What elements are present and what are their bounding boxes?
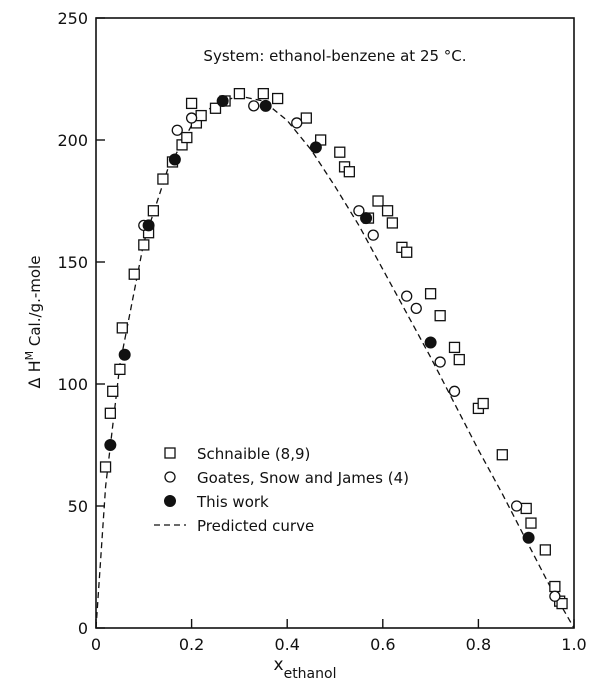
- y-axis-label-suffix: Cal./g.-mole: [26, 256, 44, 351]
- y-tick-label: 100: [57, 375, 88, 394]
- x-axis-label: xethanol: [274, 655, 337, 682]
- schnaible-point: [138, 239, 150, 251]
- goates-point: [185, 112, 198, 124]
- schnaible-point: [271, 92, 284, 105]
- this-work-point: [309, 141, 322, 154]
- schnaible-point: [477, 397, 489, 410]
- schnaible-point: [343, 166, 355, 178]
- schnaible-point: [257, 87, 269, 100]
- schnaible-point: [556, 597, 568, 610]
- schnaible-point: [233, 87, 246, 100]
- schnaible-point: [334, 146, 346, 158]
- x-tick-label: 0.2: [179, 635, 204, 654]
- y-tick-label: 150: [57, 253, 88, 272]
- schnaible-point: [424, 288, 437, 300]
- schnaible-point: [401, 246, 413, 258]
- legend-label: This work: [196, 493, 269, 511]
- x-tick-label: 0.4: [274, 635, 299, 654]
- goates-point: [248, 100, 260, 112]
- schnaible-point: [114, 363, 126, 376]
- schnaible-point: [300, 112, 312, 124]
- legend-label: Predicted curve: [197, 517, 314, 535]
- this-work-point: [118, 348, 131, 361]
- legend-marker-schnaible: [164, 447, 176, 459]
- goates-point: [291, 117, 303, 129]
- x-tick-label: 0: [91, 635, 101, 654]
- schnaible-point: [104, 407, 116, 419]
- y-axis-label: Δ HM Cal./g.-mole: [23, 256, 44, 389]
- y-tick-label: 0: [78, 619, 88, 638]
- schnaible-point: [209, 102, 222, 114]
- goates-point: [353, 205, 365, 217]
- plot-frame: [95, 17, 575, 629]
- goates-point: [401, 290, 413, 302]
- schnaible-point: [381, 205, 394, 217]
- x-axis-label-main: x: [274, 655, 284, 675]
- schnaible-point: [496, 449, 508, 461]
- predicted-curve-line: [95, 95, 575, 629]
- this-work-point: [216, 94, 229, 107]
- goates-point: [510, 500, 523, 512]
- schnaible-point: [116, 322, 128, 334]
- goates-point: [549, 590, 561, 602]
- schnaible-point: [128, 268, 140, 280]
- predicted-curve-layer: [95, 95, 575, 629]
- schnaible-point: [386, 217, 399, 229]
- schnaible-point: [147, 205, 160, 217]
- legend-marker-goates: [164, 471, 176, 483]
- this-work-point: [259, 99, 272, 112]
- schnaible-point: [181, 131, 193, 144]
- y-tick-label: 50: [68, 497, 88, 516]
- legend-label: Schnaible (8,9): [197, 445, 310, 463]
- x-tick-label: 0.8: [466, 635, 491, 654]
- schnaible-point: [372, 195, 384, 207]
- y-tick-label: 200: [57, 131, 88, 150]
- goates-point: [434, 356, 446, 368]
- schnaible-point: [539, 544, 551, 556]
- schnaible-point: [453, 353, 465, 366]
- legend-label: Goates, Snow and James (4): [197, 469, 409, 487]
- goates-point: [448, 385, 461, 397]
- legend: Schnaible (8,9) Goates, Snow and James (4…: [154, 445, 409, 535]
- this-work-point: [104, 439, 117, 451]
- y-axis-label-sup: M: [23, 351, 36, 361]
- schnaible-point: [107, 385, 119, 397]
- legend-marker-this-work: [164, 495, 176, 507]
- this-work-point: [168, 153, 181, 166]
- y-tick-label: 250: [57, 9, 88, 28]
- goates-point: [410, 302, 422, 315]
- schnaible-point: [157, 173, 169, 185]
- schnaible-point: [434, 310, 446, 322]
- schnaible-point: [99, 461, 112, 473]
- schnaible-point: [525, 517, 537, 529]
- this-work-point: [360, 212, 373, 225]
- goates-point: [367, 229, 379, 241]
- this-work-point: [142, 219, 155, 232]
- schnaible-point: [520, 502, 532, 515]
- schnaible-point: [549, 580, 561, 593]
- schnaible-point: [195, 109, 207, 122]
- x-tick-label: 1.0: [561, 635, 586, 654]
- data-points-layer: [99, 87, 568, 610]
- x-axis-label-sub: ethanol: [284, 666, 337, 682]
- y-axis-label-prefix: Δ H: [25, 360, 44, 388]
- goates-point: [171, 124, 183, 136]
- axis-ticks: 0 0.2 0.4 0.6 0.8 1.0 0 50 100 150 200 250: [57, 9, 586, 654]
- schnaible-point: [185, 97, 198, 110]
- chart-title: System: ethanol-benzene at 25 °C.: [203, 47, 466, 65]
- this-work-point: [424, 336, 437, 349]
- schnaible-point: [448, 341, 461, 354]
- x-tick-label: 0.6: [370, 635, 395, 654]
- this-work-point: [522, 531, 535, 544]
